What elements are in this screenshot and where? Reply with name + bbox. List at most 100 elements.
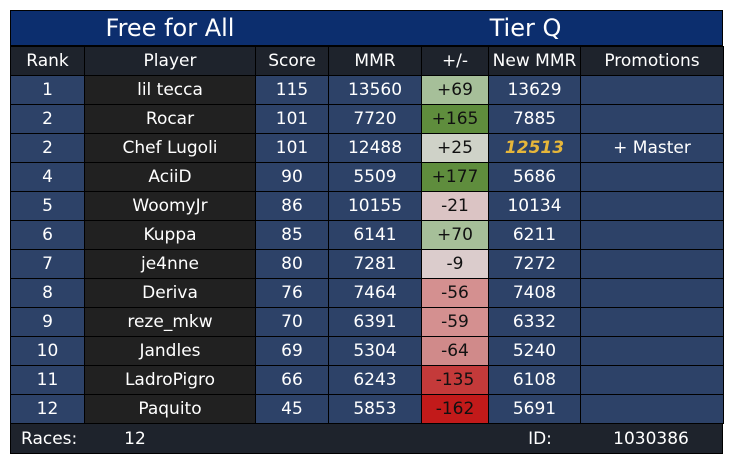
cell-rank: 6 xyxy=(10,220,85,250)
cell-score: 70 xyxy=(255,307,329,337)
cell-new-mmr: 13629 xyxy=(488,75,581,105)
cell-new-mmr: 10134 xyxy=(488,191,581,221)
footer-bar: Races: 12 ID: 1030386 xyxy=(10,424,723,454)
cell-promotion xyxy=(580,336,724,366)
cell-mmr: 13560 xyxy=(328,75,422,105)
cell-rank: 9 xyxy=(10,307,85,337)
cell-promotion xyxy=(580,278,724,308)
cell-score: 101 xyxy=(255,133,329,163)
cell-score: 45 xyxy=(255,394,329,424)
cell-score: 76 xyxy=(255,278,329,308)
column-header-row: Rank Player Score MMR +/- New MMR Promot… xyxy=(10,46,724,76)
id-label: ID: xyxy=(528,428,552,449)
cell-delta: -59 xyxy=(421,307,489,337)
cell-promotion: + Master xyxy=(580,133,724,163)
cell-player: AciiD xyxy=(84,162,256,192)
table-row: 12 Paquito 45 5853 -162 5691 xyxy=(10,394,724,424)
cell-player: Kuppa xyxy=(84,220,256,250)
cell-player: reze_mkw xyxy=(84,307,256,337)
cell-rank: 12 xyxy=(10,394,85,424)
cell-mmr: 6141 xyxy=(328,220,422,250)
cell-delta: +69 xyxy=(421,75,489,105)
cell-rank: 11 xyxy=(10,365,85,395)
cell-new-mmr: 5686 xyxy=(488,162,581,192)
table-row: 6 Kuppa 85 6141 +70 6211 xyxy=(10,220,724,250)
table-row: 2 Chef Lugoli 101 12488 +25 12513 + Master xyxy=(10,133,724,163)
cell-rank: 4 xyxy=(10,162,85,192)
results-rows: 1 lil tecca 115 13560 +69 13629 2 Rocar 101 7720 +… xyxy=(10,75,724,424)
cell-player: LadroPigro xyxy=(84,365,256,395)
cell-promotion xyxy=(580,394,724,424)
cell-mmr: 12488 xyxy=(328,133,422,163)
cell-delta: -162 xyxy=(421,394,489,424)
cell-new-mmr: 7272 xyxy=(488,249,581,279)
cell-mmr: 7281 xyxy=(328,249,422,279)
cell-score: 115 xyxy=(255,75,329,105)
cell-new-mmr: 6108 xyxy=(488,365,581,395)
cell-mmr: 6243 xyxy=(328,365,422,395)
cell-promotion xyxy=(580,365,724,395)
cell-new-mmr: 6332 xyxy=(488,307,581,337)
cell-rank: 10 xyxy=(10,336,85,366)
cell-new-mmr: 7885 xyxy=(488,104,581,134)
table-row: 4 AciiD 90 5509 +177 5686 xyxy=(10,162,724,192)
results-table: Rank Player Score MMR +/- New MMR Promot… xyxy=(10,46,724,424)
cell-delta: -9 xyxy=(421,249,489,279)
results-board: Free for All Tier Q Rank Player Score MM… xyxy=(10,10,724,454)
races-value: 12 xyxy=(124,428,146,449)
cell-rank: 1 xyxy=(10,75,85,105)
cell-player: je4nne xyxy=(84,249,256,279)
cell-rank: 7 xyxy=(10,249,85,279)
cell-new-mmr: 5240 xyxy=(488,336,581,366)
cell-delta: +25 xyxy=(421,133,489,163)
cell-promotion xyxy=(580,220,724,250)
cell-player: lil tecca xyxy=(84,75,256,105)
cell-promotion xyxy=(580,75,724,105)
cell-score: 101 xyxy=(255,104,329,134)
cell-mmr: 10155 xyxy=(328,191,422,221)
cell-promotion xyxy=(580,162,724,192)
column-header-mmr: MMR xyxy=(328,46,422,76)
cell-player: Jandles xyxy=(84,336,256,366)
cell-new-mmr: 6211 xyxy=(488,220,581,250)
cell-score: 66 xyxy=(255,365,329,395)
cell-mmr: 5304 xyxy=(328,336,422,366)
table-row: 2 Rocar 101 7720 +165 7885 xyxy=(10,104,724,134)
cell-mmr: 7720 xyxy=(328,104,422,134)
cell-delta: +70 xyxy=(421,220,489,250)
cell-mmr: 7464 xyxy=(328,278,422,308)
cell-rank: 5 xyxy=(10,191,85,221)
cell-rank: 2 xyxy=(10,133,85,163)
column-header-promotions: Promotions xyxy=(580,46,724,76)
cell-delta: +165 xyxy=(421,104,489,134)
cell-player: Paquito xyxy=(84,394,256,424)
cell-mmr: 5509 xyxy=(328,162,422,192)
table-row: 1 lil tecca 115 13560 +69 13629 xyxy=(10,75,724,105)
races-label: Races: xyxy=(21,428,78,449)
table-row: 8 Deriva 76 7464 -56 7408 xyxy=(10,278,724,308)
table-row: 7 je4nne 80 7281 -9 7272 xyxy=(10,249,724,279)
cell-mmr: 6391 xyxy=(328,307,422,337)
title-bar: Free for All Tier Q xyxy=(10,10,723,46)
cell-delta: +177 xyxy=(421,162,489,192)
table-row: 11 LadroPigro 66 6243 -135 6108 xyxy=(10,365,724,395)
cell-score: 85 xyxy=(255,220,329,250)
cell-new-mmr: 7408 xyxy=(488,278,581,308)
table-row: 9 reze_mkw 70 6391 -59 6332 xyxy=(10,307,724,337)
cell-promotion xyxy=(580,249,724,279)
cell-promotion xyxy=(580,104,724,134)
column-header-delta: +/- xyxy=(421,46,489,76)
cell-mmr: 5853 xyxy=(328,394,422,424)
cell-score: 69 xyxy=(255,336,329,366)
cell-player: WoomyJr xyxy=(84,191,256,221)
column-header-rank: Rank xyxy=(10,46,85,76)
column-header-new-mmr: New MMR xyxy=(488,46,581,76)
cell-delta: -21 xyxy=(421,191,489,221)
cell-new-mmr: 5691 xyxy=(488,394,581,424)
table-row: 10 Jandles 69 5304 -64 5240 xyxy=(10,336,724,366)
cell-score: 90 xyxy=(255,162,329,192)
column-header-score: Score xyxy=(255,46,329,76)
cell-promotion xyxy=(580,307,724,337)
id-value: 1030386 xyxy=(613,428,689,449)
cell-rank: 2 xyxy=(10,104,85,134)
